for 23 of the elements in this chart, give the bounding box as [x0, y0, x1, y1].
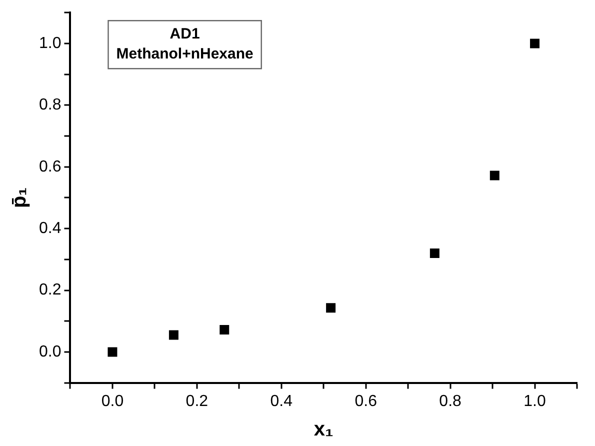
x-tick-label: 0.2	[186, 392, 208, 410]
y-tick-label: 1.0	[38, 34, 62, 52]
point	[326, 303, 336, 313]
point	[108, 347, 118, 357]
point	[530, 38, 540, 48]
x-tick-label: 0.6	[354, 392, 378, 410]
y-tick-label: 0.2	[38, 282, 62, 299]
x-tick-label: 1.0	[524, 392, 546, 410]
x-tick-label: 0.0	[101, 392, 124, 410]
annotation: Methanol+nHexane	[116, 46, 254, 63]
y-tick-label: 0.6	[38, 158, 62, 176]
point	[430, 248, 440, 258]
x-tick-label: 0.4	[270, 392, 293, 410]
annotation: AD1	[170, 26, 200, 43]
y-tick-label: 0.8	[38, 96, 62, 114]
point	[220, 324, 230, 334]
y-axis-title: p̄₁	[8, 187, 31, 208]
point	[490, 170, 500, 180]
x-axis-title: x₁	[314, 418, 334, 441]
y-tick-label: 0.4	[38, 220, 62, 237]
point	[168, 330, 178, 340]
x-tick-label: 0.8	[439, 392, 462, 410]
y-tick-label: 0.0	[38, 343, 62, 360]
